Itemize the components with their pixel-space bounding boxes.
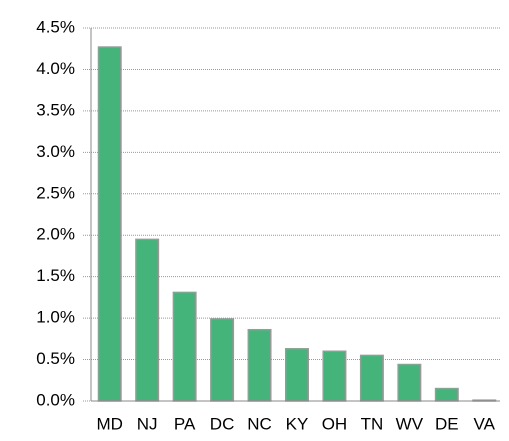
bar — [322, 350, 347, 402]
x-tick-label: OH — [322, 414, 348, 433]
bar — [434, 387, 459, 402]
bar — [210, 318, 235, 402]
bar — [359, 354, 384, 402]
y-tick-label: 2.0% — [36, 225, 75, 244]
y-tick-label: 0.5% — [36, 349, 75, 368]
x-tick-label: KY — [286, 414, 309, 433]
y-tick-label: 2.5% — [36, 183, 75, 202]
x-tick-label: NJ — [137, 414, 158, 433]
bar — [247, 328, 272, 402]
x-tick-label: MD — [97, 414, 123, 433]
bar — [97, 46, 122, 402]
bar — [397, 363, 422, 402]
bar — [172, 291, 197, 402]
x-tick-label: TN — [361, 414, 384, 433]
x-tick-label: WV — [396, 414, 424, 433]
bar — [285, 348, 309, 402]
x-tick-label: DE — [435, 414, 459, 433]
y-tick-label: 0.0% — [36, 390, 75, 409]
y-tick-label: 3.0% — [36, 142, 75, 161]
bar — [135, 238, 160, 402]
x-tick-label: VA — [474, 414, 496, 433]
y-tick-label: 4.5% — [36, 17, 75, 36]
y-tick-label: 3.5% — [36, 100, 75, 119]
x-tick-label: PA — [174, 414, 196, 433]
y-tick-label: 1.5% — [36, 266, 75, 285]
x-tick-label: DC — [210, 414, 235, 433]
x-tick-label: NC — [247, 414, 272, 433]
y-tick-label: 4.0% — [36, 59, 75, 78]
y-tick-label: 1.0% — [36, 308, 75, 327]
